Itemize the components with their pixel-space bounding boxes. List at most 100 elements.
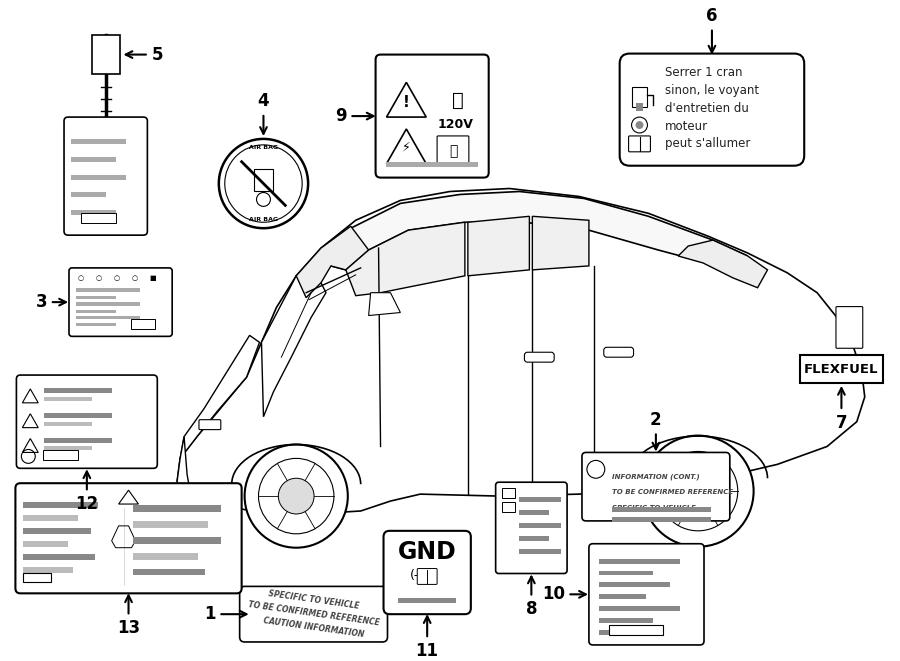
Circle shape — [635, 121, 644, 129]
Text: SPECIFIC TO VEHICLE: SPECIFIC TO VEHICLE — [612, 505, 696, 511]
Bar — [76, 315, 140, 319]
FancyBboxPatch shape — [69, 268, 172, 336]
Text: d'entretien du: d'entretien du — [665, 102, 749, 114]
Bar — [130, 319, 156, 329]
Text: TO BE CONFIRMED REFERENCE: TO BE CONFIRMED REFERENCE — [612, 489, 733, 495]
Text: GND: GND — [398, 539, 456, 564]
Bar — [598, 594, 646, 600]
Text: moteur: moteur — [665, 120, 708, 132]
Text: 3: 3 — [35, 293, 66, 311]
Bar — [598, 582, 670, 588]
Bar — [76, 295, 115, 299]
Circle shape — [643, 436, 753, 547]
Text: Serrer 1 cran: Serrer 1 cran — [665, 66, 742, 79]
Bar — [44, 412, 112, 418]
Bar — [519, 536, 549, 541]
Bar — [386, 162, 478, 167]
Text: CAUTION INFORMATION: CAUTION INFORMATION — [263, 617, 365, 640]
Text: 6: 6 — [706, 7, 717, 52]
Text: sinon, le voyant: sinon, le voyant — [665, 84, 760, 97]
Bar — [519, 497, 561, 502]
Bar — [501, 488, 516, 498]
Circle shape — [225, 145, 302, 222]
Polygon shape — [177, 436, 190, 506]
Bar — [71, 139, 125, 144]
Text: 🔋: 🔋 — [449, 144, 457, 158]
Bar — [133, 505, 220, 512]
Bar — [76, 309, 115, 313]
Circle shape — [278, 479, 314, 514]
Bar — [44, 446, 92, 450]
Text: AIR BAG: AIR BAG — [249, 145, 278, 150]
Text: AIR BAG: AIR BAG — [249, 217, 278, 222]
FancyBboxPatch shape — [375, 55, 489, 178]
FancyBboxPatch shape — [620, 54, 805, 166]
Text: ⚡: ⚡ — [402, 140, 410, 153]
Text: 120V: 120V — [438, 118, 474, 130]
Bar — [598, 606, 680, 611]
Bar — [71, 210, 115, 215]
FancyBboxPatch shape — [239, 586, 388, 642]
Bar — [800, 355, 883, 383]
Text: TO BE CONFIRMED REFERENCE: TO BE CONFIRMED REFERENCE — [248, 600, 380, 628]
FancyBboxPatch shape — [604, 347, 634, 357]
Bar — [133, 537, 220, 544]
Text: ○: ○ — [113, 275, 120, 281]
Bar — [23, 554, 94, 560]
Text: 2: 2 — [650, 410, 662, 449]
Bar — [23, 528, 91, 534]
Bar — [598, 630, 659, 635]
Text: ○: ○ — [131, 275, 138, 281]
FancyBboxPatch shape — [589, 544, 704, 645]
Bar — [71, 192, 105, 198]
FancyBboxPatch shape — [383, 531, 471, 614]
FancyBboxPatch shape — [582, 452, 730, 521]
Polygon shape — [346, 222, 465, 295]
Circle shape — [659, 451, 738, 531]
Bar — [612, 517, 711, 522]
Polygon shape — [296, 226, 369, 297]
Bar — [44, 422, 92, 426]
Bar — [23, 541, 68, 547]
Text: FLEXFUEL: FLEXFUEL — [805, 363, 878, 375]
Bar — [632, 87, 647, 107]
Text: 4: 4 — [257, 92, 269, 134]
Bar — [44, 438, 112, 442]
Bar — [23, 515, 78, 521]
Circle shape — [632, 117, 647, 133]
Bar — [76, 288, 140, 292]
Text: SPECIFIC TO VEHICLE: SPECIFIC TO VEHICLE — [267, 590, 360, 611]
Text: 13: 13 — [117, 596, 140, 637]
Bar — [92, 35, 120, 75]
Bar — [399, 598, 456, 603]
Bar — [501, 502, 516, 512]
Bar — [71, 175, 125, 180]
Text: 10: 10 — [542, 586, 586, 603]
Text: ✋: ✋ — [452, 91, 464, 110]
Text: 5: 5 — [126, 46, 163, 63]
FancyBboxPatch shape — [496, 483, 567, 574]
Text: 7: 7 — [835, 388, 847, 432]
Bar — [23, 502, 98, 508]
Polygon shape — [679, 240, 768, 288]
Text: 1: 1 — [204, 605, 247, 623]
Bar — [44, 388, 112, 393]
Bar — [76, 301, 140, 305]
Polygon shape — [262, 276, 326, 416]
Text: peut s'allumer: peut s'allumer — [665, 137, 751, 150]
FancyBboxPatch shape — [525, 352, 554, 362]
Bar — [519, 549, 561, 554]
Bar — [43, 450, 78, 460]
Bar — [635, 103, 644, 111]
Text: 11: 11 — [416, 616, 438, 660]
Bar — [612, 507, 711, 512]
Polygon shape — [468, 216, 529, 276]
Polygon shape — [331, 192, 748, 270]
FancyBboxPatch shape — [15, 483, 241, 594]
Bar — [598, 618, 653, 623]
Bar — [598, 559, 680, 564]
Polygon shape — [533, 216, 589, 270]
FancyBboxPatch shape — [16, 375, 158, 469]
Bar — [23, 566, 73, 572]
Text: INFORMATION (CONT.): INFORMATION (CONT.) — [612, 473, 699, 479]
